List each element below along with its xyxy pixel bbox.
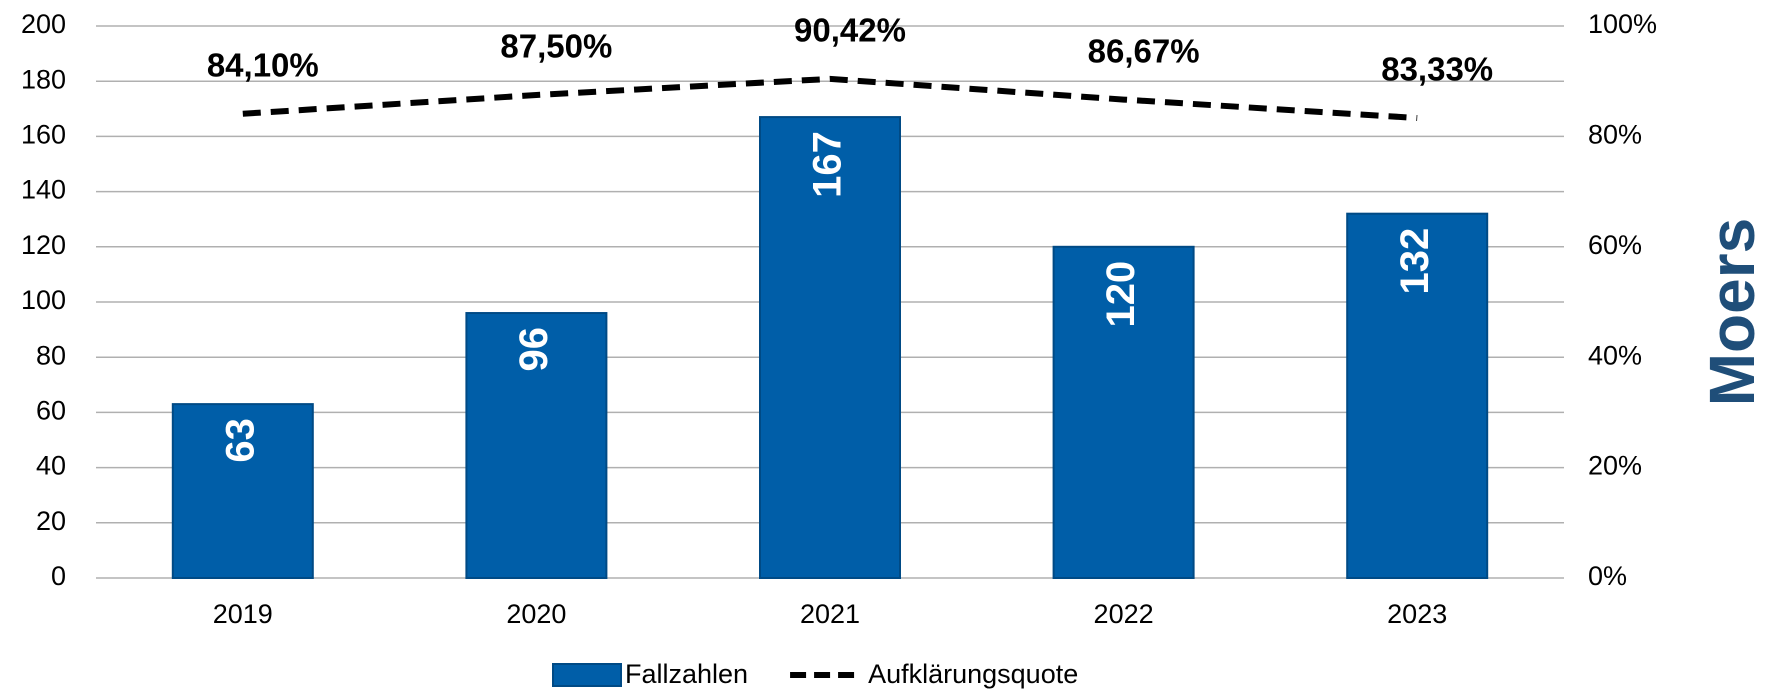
y-tick-label: 60: [36, 396, 66, 426]
legend-label: Aufklärungsquote: [868, 659, 1078, 689]
line-value-label: 84,10%: [207, 46, 319, 83]
line: [242, 75, 1418, 122]
y-tick-label: 140: [21, 175, 66, 205]
y-tick-label: 0: [51, 561, 66, 591]
legend-label: Fallzahlen: [625, 659, 748, 689]
y-tick-label: 200: [21, 9, 66, 39]
bar: [759, 116, 901, 580]
y-tick-label: 120: [21, 230, 66, 260]
y-tick-label: 160: [21, 120, 66, 150]
line-value-label: 86,67%: [1088, 32, 1200, 69]
y-tick-label: 80: [36, 340, 66, 370]
side-label: Moers: [1696, 218, 1768, 407]
x-tick-label: 2022: [1094, 599, 1154, 629]
y-tick-label: 20: [36, 506, 66, 536]
x-tick-label: 2019: [213, 599, 273, 629]
y2-tick-label: 60%: [1588, 230, 1642, 260]
bar: [465, 312, 608, 579]
bar: [1346, 212, 1489, 579]
bar-value-label: 63: [218, 418, 262, 463]
x-tick-label: 2023: [1387, 599, 1447, 629]
y2-tick-label: 100%: [1588, 9, 1657, 39]
bar-value-label: 96: [512, 327, 556, 372]
bar-value-label: 120: [1099, 261, 1143, 328]
y-tick-label: 180: [21, 64, 66, 94]
y2-tick-label: 80%: [1588, 120, 1642, 150]
line-value-label: 90,42%: [794, 12, 906, 49]
line-value-label: 87,50%: [500, 28, 612, 65]
y-tick-label: 40: [36, 451, 66, 481]
y2-tick-label: 20%: [1588, 451, 1642, 481]
line-value-label: 83,33%: [1381, 51, 1493, 88]
y2-tick-label: 40%: [1588, 340, 1642, 370]
bar-value-label: 132: [1393, 228, 1437, 295]
x-tick-label: 2020: [506, 599, 566, 629]
y-tick-label: 100: [21, 285, 66, 315]
bar: [1052, 245, 1195, 580]
x-tick-label: 2021: [800, 599, 860, 629]
y2-tick-label: 0%: [1588, 561, 1627, 591]
legend-swatch: [552, 663, 622, 687]
bar-value-label: 167: [806, 131, 850, 198]
bar: [171, 403, 314, 579]
